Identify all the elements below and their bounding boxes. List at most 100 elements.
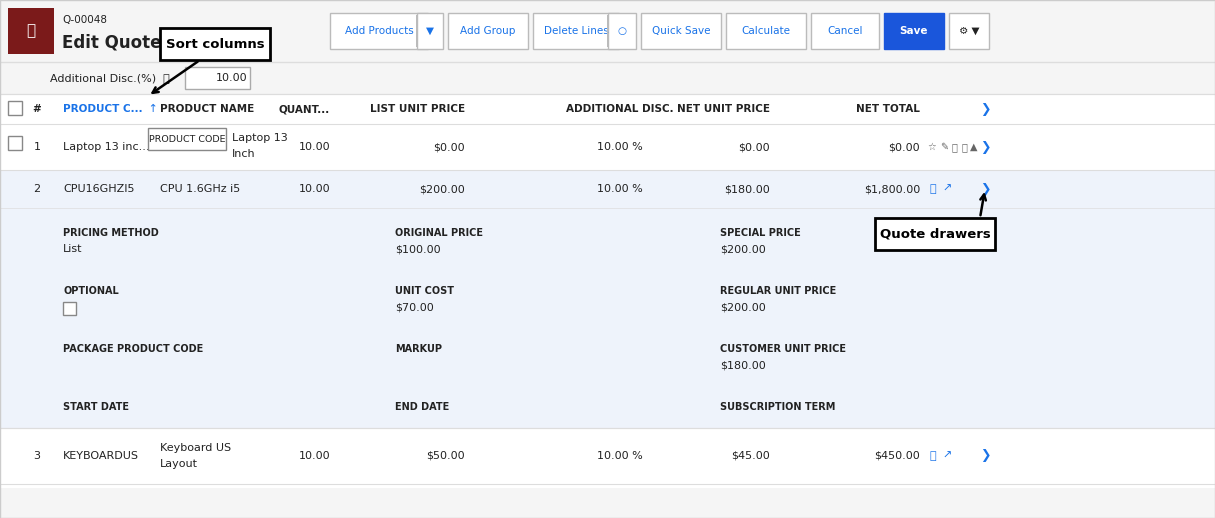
Text: $180.00: $180.00 [720,360,765,370]
Bar [9,8,53,54]
Text: Quick Save: Quick Save [651,26,711,36]
Text: ↗: ↗ [943,184,951,194]
Text: Laptop 13 inc...: Laptop 13 inc... [63,142,149,152]
Text: ⚙ ▼: ⚙ ▼ [959,26,979,36]
Bar [0,124,1215,170]
Text: MARKUP: MARKUP [395,344,442,354]
Text: 10.00: 10.00 [299,184,330,194]
Text: ❯: ❯ [979,450,990,463]
Text: QUANT...: QUANT... [278,104,330,114]
Bar [417,13,443,49]
Text: $180.00: $180.00 [724,184,770,194]
Bar [0,94,1215,124]
Text: END DATE: END DATE [395,402,450,412]
Text: 🗑: 🗑 [961,142,967,152]
Text: $200.00: $200.00 [720,244,765,254]
Text: ADDITIONAL DISC.: ADDITIONAL DISC. [566,104,674,114]
Text: List: List [63,244,83,254]
Text: ❯: ❯ [979,103,990,116]
Text: Delete Lines: Delete Lines [543,26,609,36]
Text: PRICING METHOD: PRICING METHOD [63,228,159,238]
Text: START DATE: START DATE [63,402,129,412]
Text: CPU 1.6GHz i5: CPU 1.6GHz i5 [160,184,241,194]
Bar [160,28,270,60]
Text: ORIGINAL PRICE: ORIGINAL PRICE [395,228,484,238]
Text: Add Products: Add Products [345,26,413,36]
Text: ▼: ▼ [426,26,434,36]
Bar [448,13,529,49]
Text: 1: 1 [34,142,40,152]
Text: ↗: ↗ [943,451,951,461]
Text: UNIT COST: UNIT COST [395,286,454,296]
Bar [9,101,22,115]
Text: Keyboard US: Keyboard US [160,443,231,453]
Text: ↑: ↑ [145,104,158,114]
Text: KEYBOARDUS: KEYBOARDUS [63,451,139,461]
Text: 2: 2 [34,184,40,194]
Text: Layout: Layout [160,459,198,469]
Text: $200.00: $200.00 [720,302,765,312]
Text: CUSTOMER UNIT PRICE: CUSTOMER UNIT PRICE [720,344,846,354]
Text: ☆: ☆ [927,142,937,152]
Text: Laptop 13: Laptop 13 [232,133,288,143]
Text: ▲: ▲ [971,142,978,152]
Text: $1,800.00: $1,800.00 [864,184,920,194]
Bar [330,13,428,49]
Text: $0.00: $0.00 [888,142,920,152]
Text: Edit Quote: Edit Quote [62,33,162,51]
Text: Q-00048: Q-00048 [62,15,107,25]
Bar [9,136,22,150]
Text: Calculate: Calculate [741,26,791,36]
Text: ✎: ✎ [940,142,948,152]
Text: $50.00: $50.00 [426,451,465,461]
Text: Inch: Inch [232,149,255,159]
Bar [727,13,806,49]
Text: Quote drawers: Quote drawers [880,227,990,240]
Bar [0,208,1215,428]
Bar [642,13,720,49]
Text: ❯: ❯ [979,182,990,195]
Text: Add Group: Add Group [460,26,515,36]
Text: ❯: ❯ [979,140,990,153]
Text: OPTIONAL: OPTIONAL [63,286,119,296]
Bar [63,302,77,315]
Bar [608,13,635,49]
Text: CPU16GHZI5: CPU16GHZI5 [63,184,135,194]
Text: Cancel: Cancel [827,26,863,36]
Text: ⓘ: ⓘ [929,451,937,461]
Text: NET UNIT PRICE: NET UNIT PRICE [677,104,770,114]
Text: 10.00 %: 10.00 % [597,184,643,194]
Text: PRODUCT C...: PRODUCT C... [63,104,142,114]
Text: SUBSCRIPTION TERM: SUBSCRIPTION TERM [720,402,836,412]
Bar [148,128,226,150]
Text: REGULAR UNIT PRICE: REGULAR UNIT PRICE [720,286,836,296]
Text: 10.00: 10.00 [299,142,330,152]
Bar [875,218,995,250]
Text: 10.00 %: 10.00 % [597,142,643,152]
Text: ○: ○ [617,26,627,36]
Text: LIST UNIT PRICE: LIST UNIT PRICE [369,104,465,114]
Bar [949,13,989,49]
Bar [0,170,1215,208]
Bar [0,428,1215,488]
Bar [885,13,944,49]
Text: Additional Disc.(%)  ⓘ: Additional Disc.(%) ⓘ [50,73,170,83]
Text: ⧉: ⧉ [951,142,957,152]
Text: ⓘ: ⓘ [929,184,937,194]
Text: 10.00 %: 10.00 % [597,451,643,461]
Text: $100.00: $100.00 [395,244,441,254]
Bar [810,13,878,49]
Bar [0,62,1215,94]
Text: 🛒: 🛒 [27,23,35,38]
Text: SPECIAL PRICE: SPECIAL PRICE [720,228,801,238]
Text: $200.00: $200.00 [419,184,465,194]
Bar [533,13,618,49]
Text: Save: Save [900,26,928,36]
Bar [185,67,250,89]
Text: $0.00: $0.00 [739,142,770,152]
Text: Sort columns: Sort columns [165,37,265,50]
Text: 3: 3 [34,451,40,461]
Text: $0.00: $0.00 [434,142,465,152]
Bar [0,0,1215,62]
Text: 10.00: 10.00 [215,73,247,83]
